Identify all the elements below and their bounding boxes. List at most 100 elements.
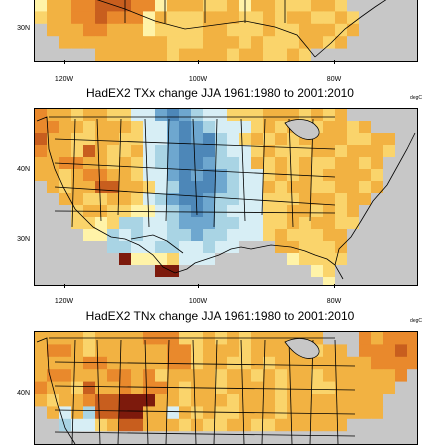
grid-cell	[335, 229, 348, 242]
grid-cell	[383, 169, 396, 182]
grid-cell	[179, 217, 192, 230]
grid-cell	[35, 406, 48, 420]
grid-cell	[251, 418, 264, 432]
grid-cell	[323, 169, 336, 182]
grid-cell	[263, 48, 276, 61]
grid-cell	[191, 23, 204, 37]
grid-cell	[371, 169, 384, 182]
grid-cell	[95, 181, 108, 194]
grid-cell	[395, 277, 408, 285]
grid-cell	[299, 181, 312, 194]
grid-cell	[155, 205, 168, 218]
grid-cell	[311, 169, 324, 182]
grid-cell	[155, 344, 168, 358]
grid-cell	[359, 369, 372, 383]
grid-cell	[203, 241, 216, 254]
grid-cell	[155, 253, 168, 266]
grid-cell	[83, 229, 96, 242]
grid-cell	[203, 369, 216, 383]
grid-cell	[239, 169, 252, 182]
grid-cell	[35, 431, 48, 444]
grid-cell	[335, 0, 348, 12]
grid-cell	[407, 36, 417, 50]
grid-cell	[275, 431, 288, 444]
grid-cell	[263, 11, 276, 25]
coastline-east	[314, 0, 387, 58]
grid-cell	[359, 277, 372, 285]
grid-cell	[215, 229, 228, 242]
grid-cell	[83, 133, 96, 146]
grid-cell	[35, 356, 48, 370]
grid-cell	[395, 381, 408, 395]
grid-cell	[395, 157, 408, 170]
state-border	[96, 339, 101, 444]
grid-cell	[35, 36, 48, 50]
grid-cell	[179, 205, 192, 218]
grid-cell	[203, 253, 216, 266]
grid-cell	[227, 121, 240, 134]
grid-cell	[83, 431, 96, 444]
grid-cell	[59, 431, 72, 444]
grid-cell	[59, 145, 72, 158]
grid-cell	[35, 369, 48, 383]
grid-cell	[167, 0, 180, 12]
lon-label-80w-p2: 80W	[326, 298, 342, 305]
grid-cell	[47, 277, 60, 285]
grid-cell	[107, 48, 120, 61]
grid-cell	[395, 193, 408, 206]
state-border	[213, 118, 218, 228]
grid-cell	[263, 205, 276, 218]
grid-cell	[383, 241, 396, 254]
grid-cell	[359, 145, 372, 158]
grid-cell	[383, 406, 396, 420]
grid-cell	[119, 332, 132, 345]
grid-cell	[251, 205, 264, 218]
grid-cell	[35, 381, 48, 395]
grid-cell	[395, 109, 408, 122]
grid-cell	[323, 253, 336, 266]
grid-cell	[131, 36, 144, 50]
grid-cell	[251, 356, 264, 370]
grid-cell	[131, 344, 144, 358]
grid-cell	[383, 332, 396, 345]
grid-cell	[131, 133, 144, 146]
grid-cell	[215, 253, 228, 266]
grid-cell	[299, 356, 312, 370]
grid-cell	[275, 145, 288, 158]
lat-label-30n-p1: 30N	[17, 25, 30, 32]
grid-cell	[71, 157, 84, 170]
grid-cell	[83, 241, 96, 254]
grid-cell	[131, 253, 144, 266]
grid-cell	[59, 406, 72, 420]
unit-label-tnx: degC	[410, 318, 422, 324]
grid-cell	[143, 332, 156, 345]
grid-cell	[203, 157, 216, 170]
grid-cell	[359, 431, 372, 444]
state-border	[334, 339, 339, 444]
grid-cell	[203, 394, 216, 407]
grid-cell	[155, 133, 168, 146]
grid-cell	[323, 381, 336, 395]
grid-cell	[179, 253, 192, 266]
grid-cell	[95, 121, 108, 134]
grid-cell	[347, 344, 360, 358]
grid-cell	[239, 145, 252, 158]
grid-cell	[227, 157, 240, 170]
grid-cell	[347, 157, 360, 170]
grid-cell	[395, 181, 408, 194]
grid-cell	[83, 145, 96, 158]
grid-cell	[371, 157, 384, 170]
grid-cell	[107, 356, 120, 370]
grid-cell	[191, 217, 204, 230]
grid-cell	[263, 193, 276, 206]
grid-cell	[215, 205, 228, 218]
grid-cell	[119, 369, 132, 383]
grid-cell	[263, 169, 276, 182]
grid-cell	[203, 205, 216, 218]
grid-cell	[143, 109, 156, 122]
grid-cell	[335, 406, 348, 420]
grid-cell	[215, 121, 228, 134]
grid-cell	[299, 23, 312, 37]
grid-cell	[239, 217, 252, 230]
grid-cell	[47, 48, 60, 61]
